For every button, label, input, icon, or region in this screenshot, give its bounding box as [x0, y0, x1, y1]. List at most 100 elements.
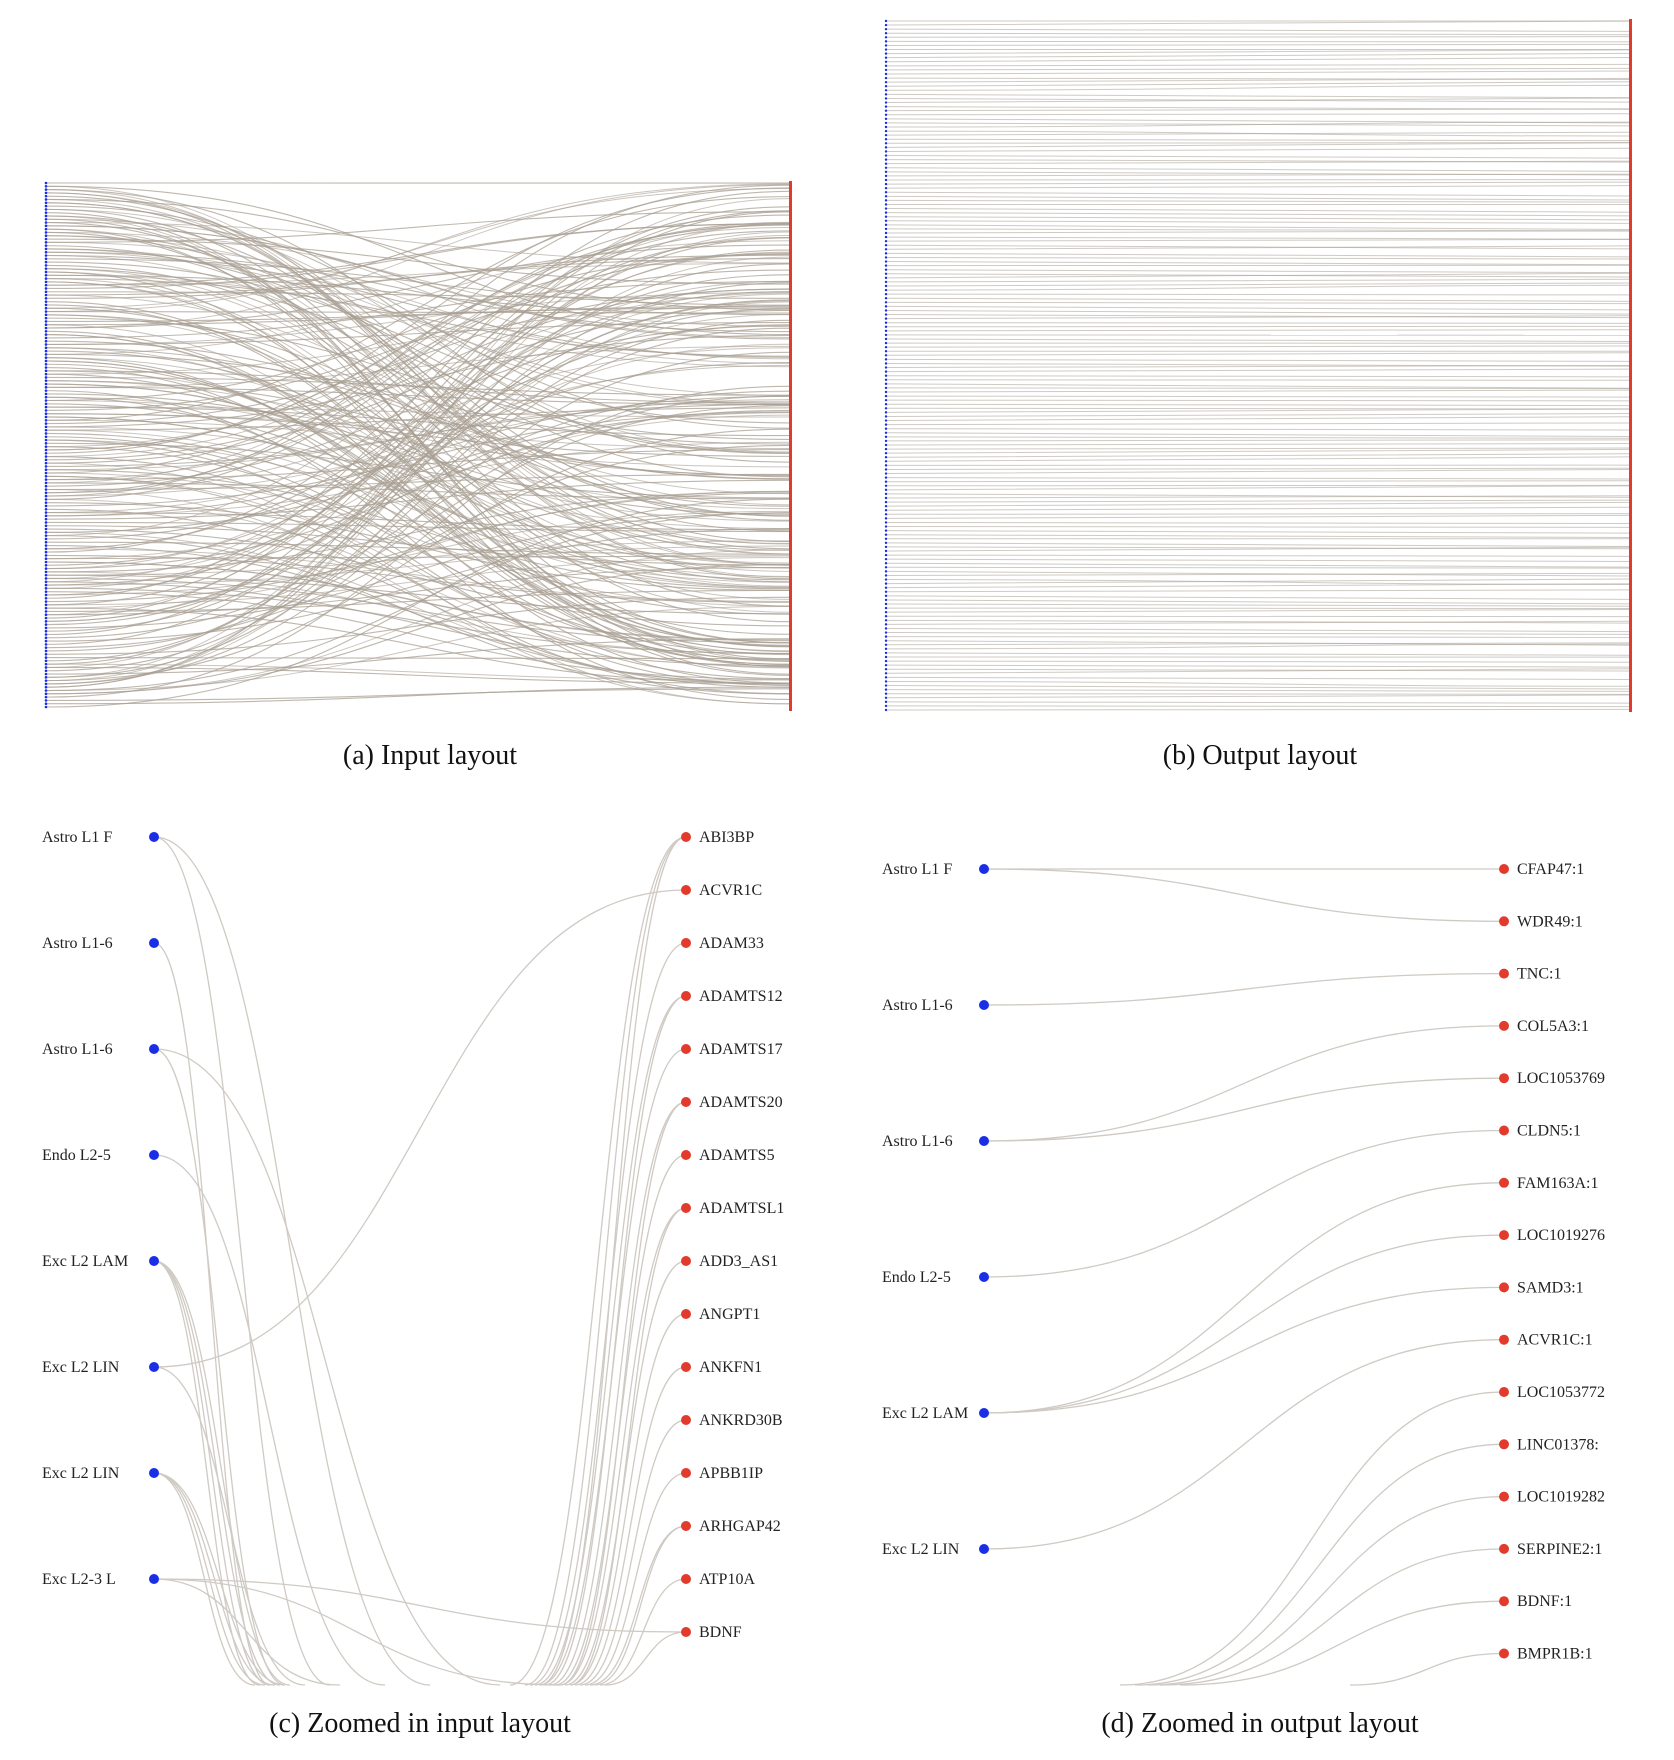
source-node — [44, 455, 48, 458]
edge — [885, 191, 1631, 197]
source-node — [44, 231, 48, 234]
edge — [45, 319, 791, 672]
edge — [45, 549, 791, 695]
source-label: Exc L2 LIN — [42, 1359, 120, 1376]
source-node — [44, 392, 48, 396]
edge — [45, 591, 791, 680]
edge — [45, 587, 791, 655]
target-node-column — [1629, 19, 1632, 712]
edge — [153, 889, 687, 1368]
source-node — [44, 208, 48, 211]
edge — [45, 638, 791, 675]
edge — [885, 636, 1631, 638]
source-node — [884, 394, 888, 398]
source-node — [44, 633, 48, 636]
source-node — [44, 557, 48, 560]
edge — [45, 240, 791, 355]
edge — [45, 442, 791, 499]
source-node — [884, 260, 888, 263]
edge — [885, 314, 1631, 319]
source-node — [44, 606, 48, 610]
target-label: CFAP47:1 — [1517, 861, 1584, 878]
target-node — [1499, 1125, 1509, 1136]
target-label: APBB1IP — [699, 1465, 763, 1482]
target-node — [1499, 1387, 1509, 1397]
source-node — [44, 264, 48, 267]
edge — [45, 206, 791, 619]
edge — [153, 1472, 256, 1686]
source-node — [884, 203, 888, 206]
source-node — [884, 598, 888, 602]
edge — [153, 836, 431, 1686]
source-node — [884, 447, 888, 451]
source-node — [44, 300, 48, 303]
edge — [885, 506, 1631, 511]
edge — [885, 338, 1631, 343]
edge — [559, 1207, 687, 1686]
edge — [45, 428, 791, 682]
edge — [885, 352, 1631, 356]
edge — [885, 603, 1631, 607]
output-layout-diagram — [884, 19, 1632, 712]
edge — [45, 688, 791, 701]
source-node — [884, 56, 888, 59]
source-node — [884, 659, 888, 663]
source-node — [884, 27, 888, 31]
edge — [885, 36, 1631, 38]
edge — [885, 93, 1631, 99]
source-node — [884, 496, 888, 500]
source-node — [44, 524, 48, 528]
source-node — [979, 1544, 989, 1554]
source-node — [44, 287, 48, 290]
source-label: Astro L1-6 — [882, 1133, 953, 1150]
source-node — [979, 1000, 989, 1010]
source-label: Astro L1-6 — [42, 935, 113, 952]
target-node — [1499, 968, 1509, 979]
edge — [45, 362, 791, 540]
source-node — [44, 537, 48, 541]
target-label: BDNF:1 — [1517, 1593, 1572, 1610]
edge — [45, 488, 791, 705]
source-node — [44, 422, 48, 425]
edge — [885, 167, 1631, 172]
source-node — [884, 68, 888, 72]
source-node — [884, 476, 888, 479]
edge — [45, 307, 791, 632]
source-node — [884, 700, 888, 704]
edge — [885, 147, 1631, 152]
edge — [885, 448, 1631, 454]
edge — [153, 1260, 261, 1686]
target-label: ABI3BP — [699, 829, 754, 846]
source-node — [884, 635, 888, 638]
target-node — [681, 1574, 691, 1584]
target-node — [681, 1521, 691, 1531]
source-node — [44, 425, 48, 429]
edge — [885, 664, 1631, 668]
source-node — [884, 586, 888, 589]
source-node — [884, 48, 888, 51]
edge — [45, 419, 791, 468]
edge — [885, 422, 1631, 426]
source-node — [884, 500, 888, 504]
source-label: Astro L1 F — [42, 829, 112, 846]
source-node — [884, 610, 888, 614]
edge — [45, 238, 791, 285]
source-node — [884, 578, 888, 581]
source-node — [884, 244, 888, 247]
edge — [885, 216, 1631, 221]
source-node — [44, 478, 48, 481]
edge — [554, 1154, 687, 1686]
source-node — [149, 1256, 159, 1266]
edge — [153, 1260, 291, 1686]
edge — [153, 1366, 306, 1686]
edge — [45, 429, 791, 589]
edge — [885, 439, 1631, 442]
source-node — [44, 369, 48, 373]
target-label: ACVR1C:1 — [1517, 1332, 1593, 1349]
edge — [45, 577, 791, 644]
source-node — [149, 1362, 159, 1372]
edge — [45, 395, 791, 517]
source-node — [884, 182, 888, 186]
source-node — [44, 471, 48, 475]
source-node — [44, 643, 48, 646]
